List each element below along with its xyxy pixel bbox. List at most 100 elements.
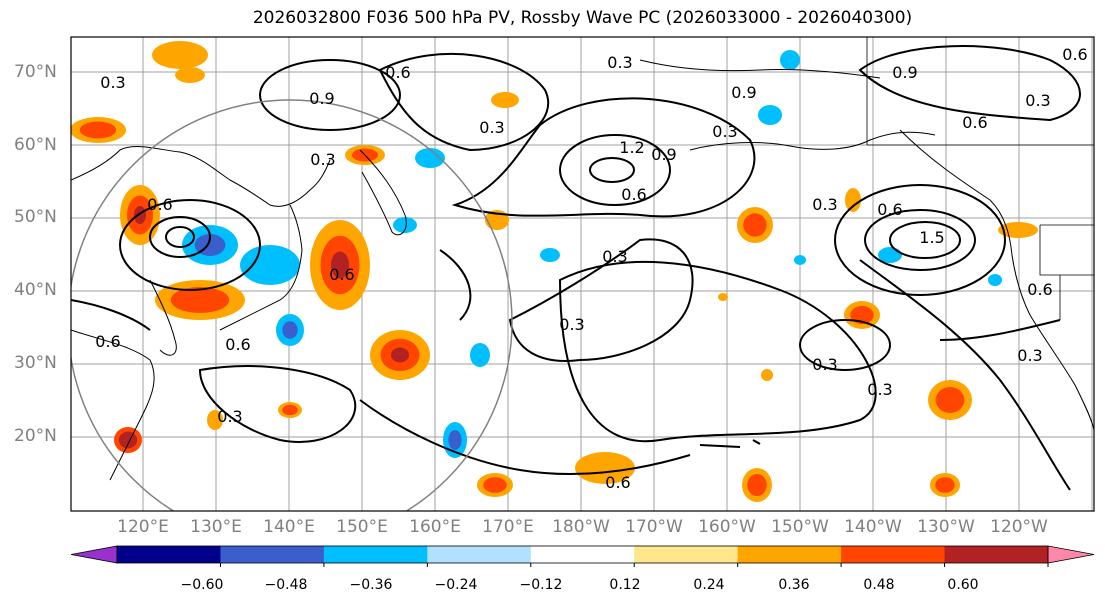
pv-negative-anomaly (758, 105, 782, 125)
colorbar-swatch (530, 546, 635, 563)
lon-label-180w: 180°W (552, 517, 610, 537)
contour-label: 1.5 (919, 228, 944, 247)
contour-label: 0.3 (1025, 91, 1050, 110)
map-title: 2026032800 F036 500 hPa PV, Rossby Wave … (252, 8, 913, 28)
contour-label: 0.3 (217, 407, 242, 426)
colorbar-swatch (944, 546, 1049, 563)
pv-negative-anomaly (415, 148, 445, 168)
colorbar-swatch (323, 546, 428, 563)
lon-label-120w: 120°W (990, 517, 1048, 537)
colorbar-tick: −0.48 (264, 577, 308, 593)
pv-positive-anomaly (845, 188, 861, 212)
lat-label-60n: 60°N (14, 135, 57, 155)
pv-positive-anomaly (483, 477, 507, 493)
pv-negative-anomaly (780, 50, 800, 70)
contour-label: 0.6 (225, 335, 250, 354)
pv-negative-anomaly (393, 217, 417, 233)
contour-label: 0.9 (309, 89, 334, 108)
pv-positive-anomaly (331, 251, 349, 279)
lon-label-140e: 140°E (263, 517, 315, 537)
pv-negative-anomaly (240, 245, 300, 285)
pv-negative-anomaly (448, 430, 462, 450)
pv-positive-anomaly (207, 410, 223, 430)
contour-label: 0.3 (812, 195, 837, 214)
contour-label: 0.9 (731, 83, 756, 102)
coastline-canada-west (899, 129, 1094, 431)
pv-positive-anomaly (118, 431, 138, 449)
colorbar-tick: 0.48 (863, 577, 895, 593)
lon-label-140w: 140°W (844, 517, 902, 537)
contour-label: 0.6 (621, 185, 646, 204)
contour-label: 0.3 (310, 150, 335, 169)
contour-label: 0.6 (1062, 45, 1087, 64)
contour-label: 0.9 (651, 145, 676, 164)
colorbar-tick: 0.36 (778, 577, 810, 593)
pv-positive-anomaly (761, 369, 773, 381)
pv-negative-anomaly (470, 343, 490, 367)
pv-positive-anomaly (718, 293, 728, 301)
lat-label-20n: 20°N (14, 426, 57, 446)
lon-label-170e: 170°E (482, 517, 534, 537)
lon-label-130w: 130°W (917, 517, 975, 537)
lon-label-130e: 130°E (190, 517, 242, 537)
pv-anomaly-fills (71, 41, 1038, 502)
lon-label-160e: 160°E (409, 517, 461, 537)
pv-positive-anomaly (175, 67, 205, 83)
contour-label: 0.6 (385, 63, 410, 82)
colorbar-tick: 0.12 (609, 577, 641, 593)
contour-label: 1.2 (619, 138, 644, 157)
colorbar-tick: 0.24 (693, 577, 725, 593)
pv-positive-anomaly (282, 404, 298, 416)
pv-positive-anomaly (935, 387, 965, 413)
colorbar-swatch (737, 546, 842, 563)
colorbar-tick: 0.60 (947, 577, 979, 593)
pv-contours (71, 45, 1081, 491)
contour-label: 0.3 (812, 355, 837, 374)
colorbar-tick: −0.24 (434, 577, 478, 593)
pv-negative-anomaly (794, 255, 806, 265)
colorbar-border (116, 545, 1049, 564)
contour-label: 0.3 (1017, 346, 1042, 365)
contour-label: 0.3 (602, 247, 627, 266)
pv-negative-anomaly (988, 274, 1002, 286)
pv-positive-anomaly (491, 92, 519, 108)
lon-label-170w: 170°W (625, 517, 683, 537)
lon-label-150w: 150°W (771, 517, 829, 537)
contour-label: 0.6 (605, 473, 630, 492)
contour-label: 0.6 (877, 200, 902, 219)
coastline-hawaii (699, 439, 761, 448)
pv-positive-anomaly (170, 287, 230, 313)
coastlines (71, 59, 1094, 481)
colorbar-tick: −0.36 (349, 577, 393, 593)
contour-label: 0.3 (479, 118, 504, 137)
map-frame (70, 36, 1095, 512)
lon-label-120e: 120°E (117, 517, 169, 537)
contour-labels: 0.3 0.6 0.9 0.3 0.9 1.2 0.6 0.3 0.9 0.6 0.3 0.9 1.5 0… (95, 45, 1087, 492)
lon-label-150e: 150°E (336, 517, 388, 537)
borders (866, 37, 1094, 320)
colorbar (70, 545, 1095, 567)
colorbar-swatch (117, 546, 221, 563)
pv-positive-anomaly (743, 213, 767, 237)
colorbar-swatch (427, 546, 532, 563)
pv-positive-anomaly (850, 305, 874, 325)
colorbar-swatch (634, 546, 739, 563)
colorbar-extend-low (70, 545, 118, 564)
pv-negative-anomaly (282, 321, 298, 339)
pv-positive-anomaly (747, 473, 767, 497)
contour-label: 0.9 (892, 63, 917, 82)
lon-label-160w: 160°W (698, 517, 756, 537)
lat-label-30n: 30°N (14, 353, 57, 373)
coastline-korea (149, 279, 177, 356)
colorbar-extend-high (1047, 545, 1095, 564)
pv-positive-anomaly (575, 452, 635, 484)
contour-label: 0.6 (95, 332, 120, 351)
colorbar-swatch (220, 546, 325, 563)
lat-label-50n: 50°N (14, 207, 57, 227)
colorbar-tick: −0.12 (519, 577, 563, 593)
contour-label: 0.3 (100, 73, 125, 92)
pv-negative-anomaly (540, 248, 560, 262)
contour-label: 0.6 (147, 195, 172, 214)
pv-positive-anomaly (134, 206, 146, 224)
